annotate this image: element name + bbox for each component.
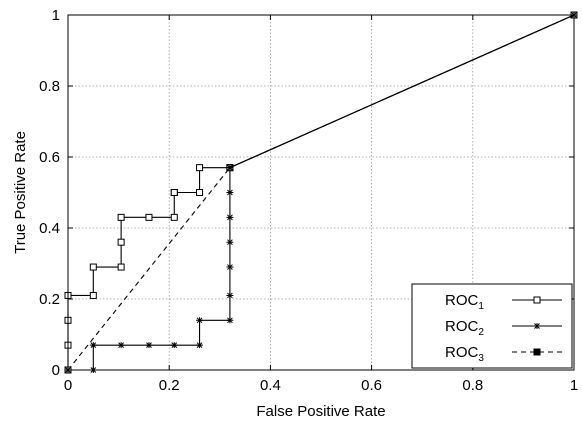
series-roc1-point	[170, 213, 178, 221]
series-roc2-point	[226, 239, 234, 246]
series-roc2-point	[145, 342, 153, 349]
x-tick-label: 0.6	[361, 377, 382, 394]
legend-subscript: 1	[478, 301, 484, 312]
y-tick-label: 0.4	[39, 220, 60, 237]
legend-name: ROC	[445, 344, 479, 361]
series-roc1-point	[117, 263, 125, 271]
plot-frame	[67, 14, 575, 371]
legend-entry-label: ROC2	[445, 318, 484, 338]
y-tick-label: 0	[52, 362, 60, 379]
series-roc2-point	[226, 214, 234, 221]
x-tick-label: 0.2	[159, 377, 180, 394]
x-axis-label: False Positive Rate	[256, 403, 385, 420]
x-tick-label: 0	[64, 377, 72, 394]
series-roc2-point	[226, 189, 234, 196]
legend-name: ROC	[445, 292, 479, 309]
y-tick-label: 0.2	[39, 291, 60, 308]
x-tick-label: 0.8	[462, 377, 483, 394]
series-roc2-point	[117, 342, 125, 349]
series-roc1-point	[117, 238, 125, 246]
x-tick-label: 1	[570, 377, 578, 394]
legend-marker-sample	[533, 323, 541, 329]
series-roc2-point	[226, 317, 234, 324]
series-roc1-point	[145, 213, 153, 221]
grid-lines	[68, 15, 574, 370]
series-roc2-point	[196, 342, 204, 349]
legend-entry-label: ROC1	[445, 292, 484, 312]
legend-marker-sample	[533, 348, 541, 356]
y-tick-label: 0.6	[39, 149, 60, 166]
series-roc2-point	[89, 342, 97, 349]
series-roc1-point	[89, 263, 97, 271]
y-tick-label: 1	[52, 7, 60, 24]
series-roc2-point	[196, 317, 204, 324]
series-roc2-point	[226, 164, 234, 171]
series-roc2-point	[226, 292, 234, 299]
series-roc1-point	[117, 213, 125, 221]
series-roc2-point	[170, 342, 178, 349]
series-roc1-point	[196, 189, 204, 196]
x-tick-label: 0.4	[260, 377, 281, 394]
legend-name: ROC	[445, 318, 479, 335]
series-roc1-point	[89, 291, 97, 299]
series-roc1-point	[170, 189, 178, 196]
series-roc2-point	[226, 264, 234, 271]
series-roc2-line	[68, 14, 575, 371]
legend-subscript: 3	[478, 353, 484, 364]
legend-marker-sample	[533, 296, 541, 304]
legend-entry-label: ROC3	[445, 344, 484, 364]
legend-subscript: 2	[478, 327, 484, 338]
y-axis-label: True Positive Rate	[12, 131, 29, 254]
series-roc1-point	[196, 164, 204, 172]
y-tick-label: 0.8	[39, 78, 60, 95]
